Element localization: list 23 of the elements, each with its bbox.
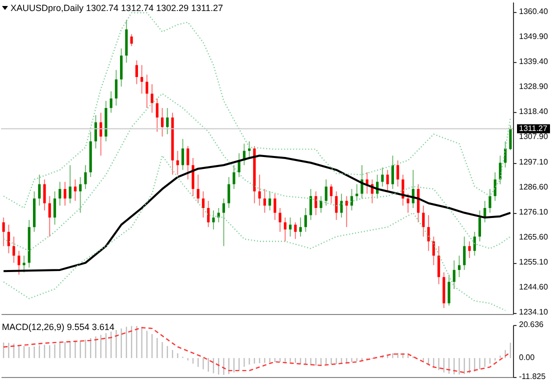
y-tick-label: 1297.10: [519, 158, 548, 167]
y-tick-label: 1307.90: [519, 132, 548, 141]
y-tick-label: 1276.10: [519, 208, 548, 217]
chart-title: XAUUSDpro,Daily 1302.74 1312.74 1302.29 1311.27: [10, 3, 223, 13]
line-series: [2, 155, 506, 312]
ref-line-label: 1311.27: [519, 124, 548, 133]
line-series: [2, 154, 512, 272]
line-series: [2, 12, 512, 209]
y-tick-label: 1318.40: [519, 106, 548, 116]
y-tick-label: -11.825: [519, 372, 546, 381]
y-tick-label: 1244.60: [519, 282, 548, 292]
y-tick-label: 1339.40: [519, 56, 548, 66]
line-series: [2, 93, 512, 252]
y-tick-label: 1360.40: [519, 6, 548, 16]
y-tick-label: 1255.10: [519, 258, 548, 267]
y-tick-label: 1265.60: [519, 232, 548, 242]
chart-title: MACD(12,26,9) 9.554 3.614: [2, 322, 114, 332]
y-tick-label: 0.00: [519, 353, 536, 362]
y-tick-label: 1349.90: [519, 32, 548, 41]
y-tick-label: 1328.90: [519, 82, 548, 91]
y-tick-label: 1234.10: [519, 308, 548, 317]
y-tick-label: 20.636: [519, 320, 544, 329]
y-tick-label: 1286.60: [519, 182, 548, 192]
